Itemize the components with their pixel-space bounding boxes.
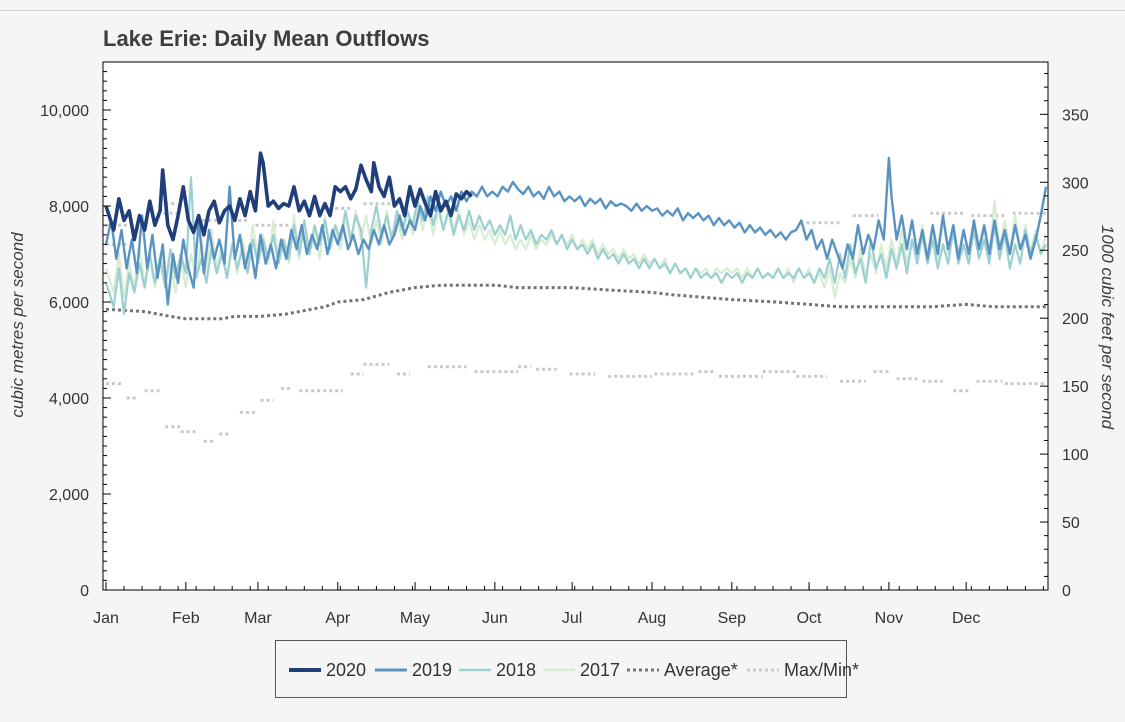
x-tick-label: Apr bbox=[325, 610, 351, 627]
y-right-tick-label: 300 bbox=[1062, 175, 1089, 192]
series-line-2019 bbox=[104, 156, 1048, 306]
legend-swatch-2018 bbox=[459, 668, 491, 672]
legend-item-average: Average* bbox=[626, 641, 738, 699]
x-tick-label: Mar bbox=[244, 610, 272, 627]
legend-label-2018: 2018 bbox=[496, 659, 537, 680]
x-tick-label: May bbox=[400, 610, 430, 627]
legend-item-2019: 2019 bbox=[374, 641, 452, 699]
legend-label-2019: 2019 bbox=[412, 659, 453, 680]
legend-item-2018: 2018 bbox=[458, 641, 536, 699]
legend: 2020 2019 2018 2017 Average* Max/Min* bbox=[275, 640, 859, 699]
top-rule bbox=[0, 10, 1125, 11]
y-tick-label: 10,000 bbox=[40, 103, 89, 120]
legend-label-maxmin: Max/Min* bbox=[784, 659, 860, 680]
legend-swatch-average bbox=[627, 668, 659, 672]
y-tick-label: 2,000 bbox=[49, 487, 89, 504]
y-right-tick-label: 350 bbox=[1062, 107, 1089, 124]
x-tick-label: Jun bbox=[482, 610, 508, 627]
x-tick-label: Jul bbox=[562, 610, 582, 627]
legend-label-2017: 2017 bbox=[580, 659, 621, 680]
y-right-tick-label: 250 bbox=[1062, 243, 1089, 260]
y-tick-label: 4,000 bbox=[49, 391, 89, 408]
series-layer bbox=[104, 151, 1048, 443]
y-right-tick-label: 150 bbox=[1062, 379, 1089, 396]
x-tick-label: Oct bbox=[797, 610, 822, 627]
legend-swatch-2017 bbox=[543, 668, 575, 672]
legend-label-average: Average* bbox=[664, 659, 738, 680]
legend-label-2020: 2020 bbox=[326, 659, 367, 680]
series-line-2020 bbox=[104, 151, 473, 242]
legend-swatch-2019 bbox=[375, 668, 407, 672]
x-tick-label: Nov bbox=[875, 610, 903, 627]
x-tick-label: Jan bbox=[93, 610, 119, 627]
legend-item-2017: 2017 bbox=[542, 641, 620, 699]
x-tick-label: Sep bbox=[718, 610, 747, 627]
y-right-tick-label: 0 bbox=[1062, 583, 1071, 600]
legend-swatch-maxmin bbox=[747, 668, 779, 672]
x-tick-label: Feb bbox=[172, 610, 200, 627]
chart-title: Lake Erie: Daily Mean Outflows bbox=[103, 26, 430, 51]
legend-swatch-2020 bbox=[289, 668, 321, 672]
legend-item-2020: 2020 bbox=[288, 641, 366, 699]
y-right-tick-label: 100 bbox=[1062, 447, 1089, 464]
y-tick-label: 6,000 bbox=[49, 295, 89, 312]
series-line-2018 bbox=[104, 176, 1047, 316]
y-right-tick-label: 200 bbox=[1062, 311, 1089, 328]
y-tick-label: 8,000 bbox=[49, 199, 89, 216]
y-right-tick-label: 50 bbox=[1062, 515, 1080, 532]
legend-item-maxmin: Max/Min* bbox=[746, 641, 859, 699]
series-line-average bbox=[105, 283, 1046, 321]
axes-layer: 0 2,000 4,000 6,000 8,000 10,000 0 50 100 150 200 2… bbox=[40, 61, 1089, 627]
y-tick-label: 0 bbox=[80, 583, 89, 600]
plot-area bbox=[102, 61, 1049, 591]
x-tick-label: Dec bbox=[952, 610, 980, 627]
x-tick-label: Aug bbox=[638, 610, 666, 627]
